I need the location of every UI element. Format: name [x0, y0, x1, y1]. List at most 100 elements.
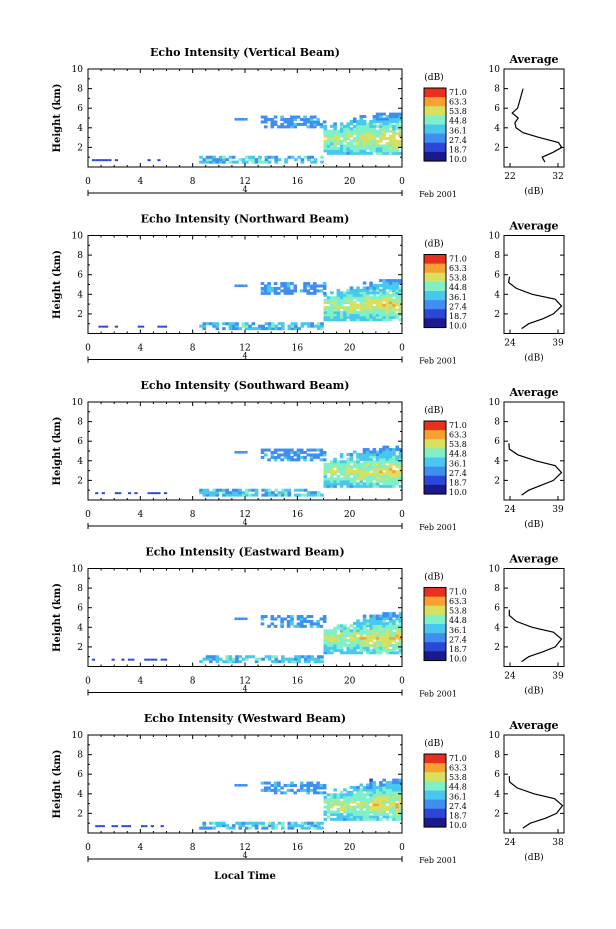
echo-cell	[260, 289, 265, 293]
echo-cell	[336, 291, 341, 295]
x-tick-label: 12	[239, 344, 250, 354]
echo-cell	[392, 475, 396, 479]
echo-cell	[283, 120, 288, 124]
echo-cell	[392, 132, 396, 136]
echo-cell	[388, 788, 393, 792]
echo-cell	[316, 619, 320, 623]
echo-cell	[271, 155, 275, 159]
echo-cell	[333, 129, 337, 133]
echo-cell	[369, 810, 373, 814]
echo-cell	[326, 132, 331, 136]
echo-cell	[352, 800, 357, 804]
echo-cell	[369, 286, 373, 290]
echo-cell	[333, 318, 337, 322]
echo-cell	[356, 798, 360, 802]
echo-cell	[359, 805, 364, 809]
echo-cell	[356, 788, 360, 792]
echo-cell	[336, 151, 341, 155]
echo-cell	[359, 810, 364, 814]
colorbar-segment	[424, 763, 446, 767]
echo-cell	[322, 617, 327, 621]
echo-cell	[346, 477, 350, 481]
echo-cell	[392, 621, 396, 625]
echo-cell	[199, 488, 203, 492]
echo-cell	[336, 310, 341, 314]
echo-cell	[330, 634, 334, 638]
echo-cell	[385, 470, 390, 474]
echo-cell	[299, 615, 304, 619]
echo-cell	[392, 484, 396, 488]
echo-cell	[202, 824, 207, 828]
echo-cell	[339, 129, 344, 133]
echo-cell	[273, 286, 278, 290]
echo-cell	[375, 318, 380, 322]
echo-cell	[280, 617, 284, 621]
echo-cell	[235, 324, 239, 328]
echo-cell	[244, 284, 248, 288]
echo-cell	[319, 784, 324, 787]
echo-cell	[359, 119, 364, 123]
echo-cell	[375, 296, 380, 300]
echo-cell	[392, 313, 396, 317]
echo-cell	[222, 660, 226, 664]
echo-cell	[254, 657, 259, 661]
echo-cell	[385, 484, 390, 488]
echo-cell	[290, 155, 295, 159]
echo-cell	[225, 493, 229, 497]
colorbar-tick-label: 53.8	[449, 607, 467, 616]
colorbar-segment	[424, 436, 446, 440]
echo-cell	[313, 453, 317, 457]
profile-x-axis-label: (dB)	[524, 852, 543, 863]
colorbar-segment	[424, 475, 446, 480]
echo-cell	[267, 448, 271, 452]
echo-cell	[235, 660, 239, 664]
echo-cell	[395, 301, 400, 305]
colorbar-segment	[424, 148, 446, 153]
echo-cell	[343, 291, 347, 295]
echo-cell	[356, 313, 360, 317]
echo-cell	[379, 805, 383, 809]
echo-cell	[352, 117, 357, 121]
echo-cell	[359, 318, 364, 322]
echo-cell	[251, 155, 256, 159]
echo-cell	[330, 132, 334, 136]
echo-cell	[307, 324, 311, 328]
echo-cell	[356, 475, 360, 479]
echo-cell	[339, 296, 344, 300]
echo-cell	[379, 783, 383, 787]
echo-cell	[326, 313, 331, 317]
echo-cell	[369, 817, 373, 821]
echo-cell	[326, 310, 331, 314]
echo-cell	[382, 803, 386, 807]
echo-cell	[333, 149, 337, 153]
echo-cell	[349, 790, 354, 794]
echo-cell	[343, 465, 347, 469]
echo-cell	[372, 472, 377, 476]
echo-cell	[343, 306, 347, 310]
echo-cell	[359, 624, 364, 628]
echo-cell	[296, 448, 301, 452]
echo-cell	[369, 631, 373, 635]
echo-cell	[280, 791, 284, 795]
echo-cell	[330, 142, 334, 146]
echo-cell	[215, 327, 220, 331]
echo-cell	[307, 493, 311, 497]
echo-cell	[382, 783, 386, 787]
echo-cell	[395, 482, 400, 486]
echo-cell	[369, 298, 373, 302]
colorbar-segment	[424, 487, 446, 492]
echo-cell	[330, 303, 334, 307]
echo-cell	[372, 315, 377, 319]
echo-cell	[267, 286, 271, 290]
colorbar-segment	[424, 151, 446, 156]
date-label: Feb 2001	[419, 523, 457, 532]
echo-cell	[385, 310, 390, 314]
echo-cell	[330, 477, 334, 481]
echo-cell	[395, 112, 400, 116]
echo-cell	[309, 458, 314, 462]
echo-cell	[349, 800, 354, 804]
echo-cell	[392, 279, 396, 283]
echo-cell	[385, 119, 390, 123]
echo-cell	[263, 286, 268, 290]
echo-cell	[369, 137, 373, 141]
